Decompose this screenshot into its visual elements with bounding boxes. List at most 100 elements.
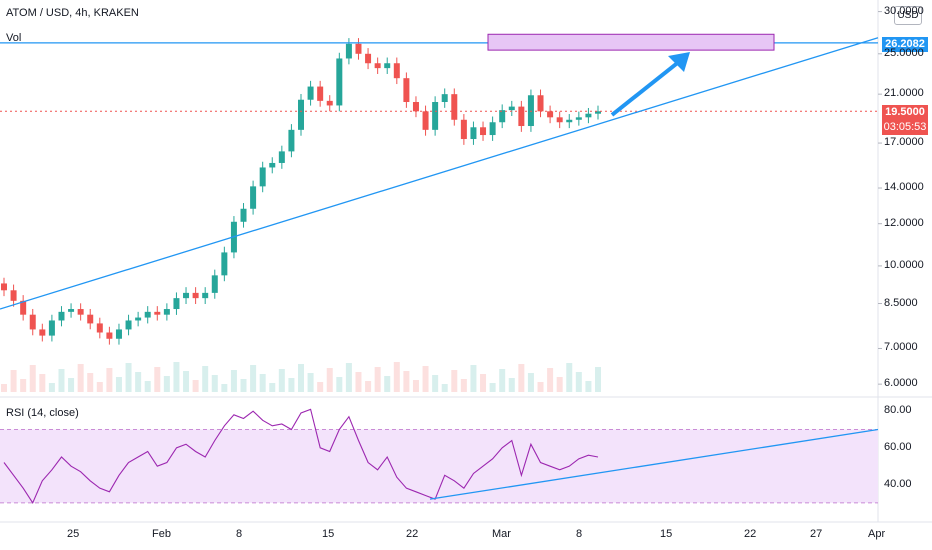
candle-body — [451, 94, 458, 120]
volume-bar — [68, 378, 75, 392]
candle-body — [345, 43, 352, 59]
candle — [518, 100, 525, 132]
candle-body — [115, 329, 122, 339]
candle — [556, 111, 563, 129]
volume-bar — [432, 375, 439, 392]
candle — [192, 287, 199, 305]
candle-body — [365, 53, 372, 64]
price-tick-label: 12.0000 — [884, 216, 924, 229]
candle — [355, 38, 362, 60]
candle — [393, 57, 400, 85]
price-tick-label: 10.0000 — [884, 258, 924, 271]
candle — [269, 157, 276, 174]
candle — [68, 303, 75, 318]
candle-body — [460, 119, 467, 140]
rsi-band — [0, 429, 878, 503]
price-tick-label: 8.5000 — [884, 296, 918, 309]
rsi-title: RSI (14, close) — [6, 407, 79, 419]
volume-bar — [470, 365, 477, 392]
candle-body — [326, 100, 333, 106]
projection-arrow-head — [668, 51, 690, 72]
candle — [87, 308, 94, 330]
candle-body — [211, 275, 218, 293]
candle-body — [432, 102, 439, 130]
candle-body — [527, 95, 534, 127]
candle — [125, 314, 132, 336]
volume-bar — [403, 371, 410, 392]
time-tick-label: 25 — [67, 528, 80, 540]
candle — [20, 295, 27, 321]
volume-bar — [288, 378, 295, 392]
volume-bar — [441, 384, 448, 392]
candle-body — [585, 113, 592, 118]
candle — [585, 107, 592, 124]
candle — [77, 303, 84, 321]
price-tick-label: 7.0000 — [884, 341, 918, 354]
candle-body — [269, 162, 276, 168]
candle — [575, 111, 582, 126]
candle — [1, 277, 7, 297]
candle — [29, 308, 36, 336]
volume-bar — [259, 374, 266, 392]
candle — [527, 89, 534, 132]
volume-bar — [537, 382, 544, 392]
candle-body — [1, 283, 7, 291]
rsi-tick-label: 40.00 — [884, 477, 912, 490]
candle — [48, 314, 55, 342]
candle-body — [489, 122, 496, 136]
ascending-trendline — [0, 37, 879, 310]
candle-body — [575, 117, 582, 120]
volume-bar — [317, 382, 324, 392]
candle — [240, 203, 247, 228]
volume-bar — [412, 380, 419, 392]
candle — [537, 89, 544, 118]
candle-body — [39, 329, 46, 336]
volume-bar — [96, 382, 103, 392]
candle — [422, 105, 429, 136]
price-tick-label: 30.0000 — [884, 4, 924, 17]
price-tick-label: 17.0000 — [884, 136, 924, 149]
candle — [183, 287, 190, 305]
candle-body — [58, 311, 65, 321]
volume-bar — [547, 368, 554, 392]
candle-body — [29, 314, 36, 330]
rsi-trendline — [429, 428, 879, 500]
candle-body — [298, 99, 304, 130]
volume-bar — [326, 368, 333, 392]
candle-body — [87, 314, 94, 324]
time-tick-label: 15 — [660, 528, 673, 540]
time-tick-label: 8 — [576, 528, 583, 540]
candle-body — [508, 106, 515, 111]
volume-bar — [480, 374, 487, 392]
candle-body — [336, 58, 343, 106]
volume-bar — [269, 383, 276, 392]
currency-button[interactable]: USD — [894, 6, 922, 25]
candle-body — [77, 309, 84, 315]
volume-bar — [527, 373, 534, 392]
volume-bar — [77, 364, 84, 392]
volume-label: Vol — [6, 32, 22, 44]
candle-body — [278, 151, 285, 163]
volume-bar — [336, 377, 343, 392]
candle — [336, 52, 343, 112]
candle-body — [20, 300, 27, 315]
volume-bar — [173, 362, 180, 392]
volume-bar — [575, 372, 582, 392]
candle — [58, 306, 65, 327]
volume-bar — [489, 383, 496, 392]
candle — [460, 114, 467, 145]
volume-bar — [221, 384, 228, 392]
price-tick-label: 25.0000 — [884, 46, 924, 59]
volume-bar — [355, 372, 362, 392]
candle-body — [412, 102, 419, 112]
volume-bar — [58, 369, 65, 392]
symbol-title: ATOM / USD, 4h, KRAKEN — [6, 7, 139, 19]
candle — [259, 161, 266, 193]
candle-body — [48, 320, 55, 336]
candle — [547, 105, 554, 124]
candle-body — [403, 78, 410, 103]
target-zone — [487, 33, 775, 51]
candle-body — [393, 63, 400, 79]
rsi-line — [3, 408, 599, 504]
